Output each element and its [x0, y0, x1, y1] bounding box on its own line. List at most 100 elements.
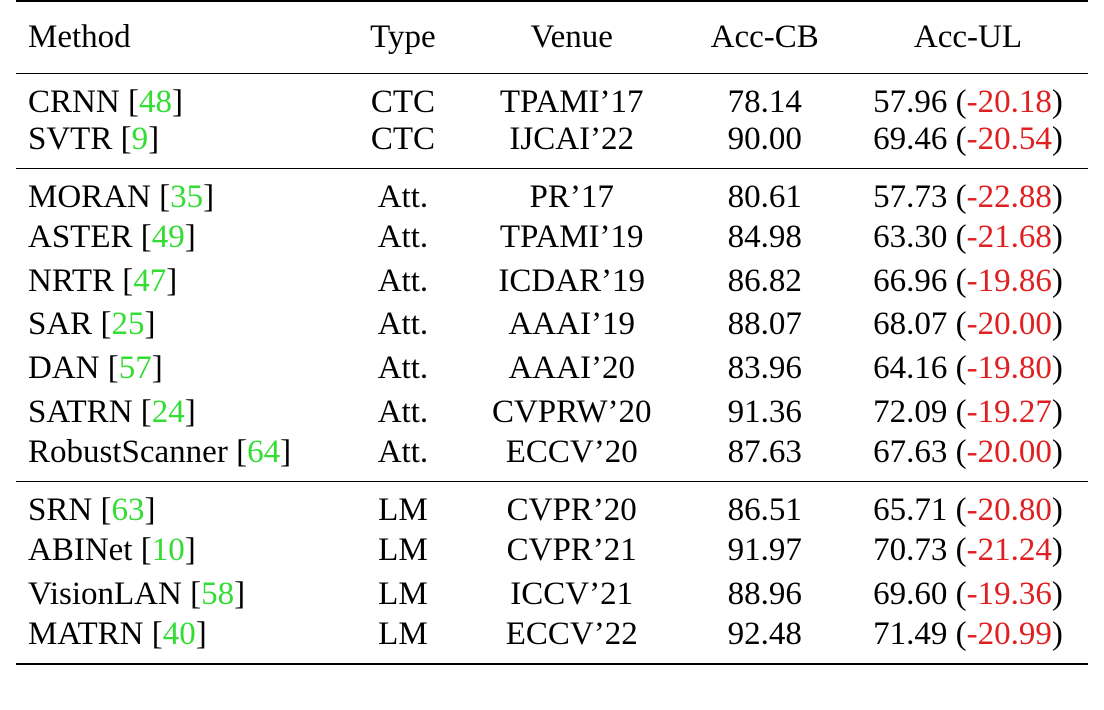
table-row: MATRN [40] LM ECCV’22 92.48 71.49 (-20.99): [16, 616, 1088, 666]
cell-acc-ul: 63.30 (-21.68): [873, 218, 1063, 255]
table-row: RobustScanner [64] Att. ECCV’20 87.63 67.63 …: [16, 434, 1088, 482]
cell-type: CTC: [344, 73, 462, 121]
cell-type: CTC: [344, 121, 462, 169]
cell-acc-ul: 68.07 (-20.00): [873, 306, 1063, 343]
table-body: CRNN [48] CTC TPAMI’17 78.14 57.96 (-20.18) S…: [16, 73, 1088, 666]
cell-acc-cb: 91.36: [682, 390, 848, 434]
acc-cb-value: 84.98: [727, 218, 802, 255]
cell-venue: ECCV’22: [461, 616, 682, 666]
cell-type: Att.: [344, 216, 462, 260]
cell-venue: TPAMI’19: [462, 216, 682, 260]
method-name: SAR: [28, 306, 93, 343]
citation-link: 58: [201, 575, 235, 612]
cell-venue: AAAI’20: [462, 347, 682, 391]
table-row: ASTER [49] Att. TPAMI’19 84.98 63.30 (-21.68…: [16, 216, 1088, 260]
method-name: RobustScanner: [28, 433, 228, 470]
cell-type: LM: [344, 573, 462, 617]
cell-venue: ICCV’21: [462, 573, 682, 617]
type-value: CTC: [370, 83, 435, 120]
cell-type: Att.: [344, 303, 462, 347]
cell-type: LM: [343, 480, 462, 529]
acc-ul-value: 64.16: [873, 349, 948, 386]
cell-acc-ul: 67.63 (-20.00): [873, 433, 1063, 470]
acc-ul-value: 69.46: [873, 120, 948, 157]
cell-type: Att.: [344, 259, 462, 303]
delta-value: -20.99: [966, 616, 1052, 653]
acc-ul-value: 63.30: [873, 218, 948, 255]
table-row: SVTR [9] CTC IJCAI’22 90.00 69.46 (-20.54): [16, 121, 1088, 169]
cell-method: ABINet [10]: [28, 532, 196, 569]
acc-cb-value: 91.36: [727, 393, 802, 430]
acc-cb-value: 92.48: [727, 616, 802, 653]
table-row: DAN [57] Att. AAAI’20 83.96 64.16 (-19.80): [16, 347, 1088, 391]
method-name: DAN: [28, 349, 100, 386]
cell-acc-ul: 65.71 (-20.80): [847, 480, 1088, 529]
cell-venue: IJCAI’22: [462, 121, 682, 169]
header-venue: Venue: [461, 0, 682, 74]
type-value: Att.: [377, 262, 429, 299]
type-value: LM: [378, 616, 428, 653]
type-value: CTC: [370, 120, 435, 157]
header-method: Method: [16, 0, 344, 74]
cell-acc-cb: 86.82: [682, 259, 848, 303]
cell-venue: PR’17: [461, 167, 682, 216]
cell-method: SAR [25]: [28, 306, 156, 343]
type-value: LM: [378, 491, 428, 528]
citation-link: 35: [170, 178, 204, 215]
method-name: MATRN: [28, 616, 144, 653]
cell-method: MATRN [40]: [16, 616, 344, 666]
cell-acc-cb: 91.97: [682, 529, 848, 573]
method-name: SVTR: [28, 120, 113, 157]
cell-acc-ul: 64.16 (-19.80): [873, 349, 1063, 386]
delta-value: -20.18: [966, 83, 1052, 120]
venue-value: AAAI’19: [508, 306, 635, 343]
table-row: MORAN [35] Att. PR’17 80.61 57.73 (-22.88): [16, 167, 1088, 216]
delta-value: -19.86: [966, 262, 1052, 299]
citation-link: 24: [151, 393, 185, 430]
table-row: NRTR [47] Att. ICDAR’19 86.82 66.96 (-19.86): [16, 259, 1088, 303]
acc-cb-value: 86.82: [727, 262, 802, 299]
cell-acc-ul: 72.09 (-19.27): [873, 393, 1063, 430]
cell-venue: ICDAR’19: [462, 259, 682, 303]
venue-value: CVPRW’20: [491, 393, 652, 430]
delta-value: -20.00: [966, 306, 1052, 343]
header-acc-cb: Acc-CB: [681, 0, 848, 74]
acc-cb-value: 87.63: [727, 433, 802, 470]
acc-ul-value: 68.07: [873, 306, 948, 343]
cell-acc-ul: 69.46 (-20.54): [873, 120, 1063, 157]
method-name: NRTR: [28, 262, 115, 299]
cell-venue: AAAI’19: [462, 303, 682, 347]
cell-venue: TPAMI’17: [462, 73, 682, 121]
cell-acc-cb: 80.61: [681, 167, 848, 216]
results-table-container: Method Type Venue Acc-CB Acc-UL CRNN [48…: [16, 0, 1088, 666]
citation-link: 63: [111, 491, 145, 528]
cell-venue: CVPR’20: [461, 480, 682, 529]
cell-method: NRTR [47]: [28, 262, 178, 299]
citation-link: 47: [133, 262, 167, 299]
method-name: ABINet: [28, 532, 133, 569]
acc-cb-value: 78.14: [727, 83, 802, 120]
delta-value: -20.00: [966, 433, 1052, 470]
venue-value: AAAI’20: [508, 349, 635, 386]
cell-venue: ECCV’20: [462, 434, 682, 482]
delta-value: -20.80: [966, 491, 1052, 528]
cell-acc-cb: 90.00: [682, 121, 848, 169]
cell-method: DAN [57]: [28, 349, 163, 386]
type-value: Att.: [377, 306, 429, 343]
cell-acc-ul: 70.73 (-21.24): [873, 532, 1063, 569]
cell-method: SRN [63]: [16, 480, 344, 529]
citation-link: 9: [131, 120, 149, 157]
acc-cb-value: 88.07: [727, 306, 802, 343]
table-row: ABINet [10] LM CVPR’21 91.97 70.73 (-21.24): [16, 529, 1088, 573]
cell-acc-cb: 86.51: [681, 480, 848, 529]
acc-ul-value: 67.63: [873, 433, 948, 470]
cell-acc-ul: 57.96 (-20.18): [873, 83, 1063, 120]
citation-link: 25: [111, 306, 145, 343]
cell-type: Att.: [344, 347, 462, 391]
cell-acc-cb: 87.63: [682, 434, 848, 482]
venue-value: ECCV’20: [505, 433, 638, 470]
cell-acc-ul: 69.60 (-19.36): [873, 575, 1063, 612]
acc-cb-value: 91.97: [727, 532, 802, 569]
table-row: CRNN [48] CTC TPAMI’17 78.14 57.96 (-20.18): [16, 73, 1088, 121]
cell-acc-cb: 84.98: [682, 216, 848, 260]
